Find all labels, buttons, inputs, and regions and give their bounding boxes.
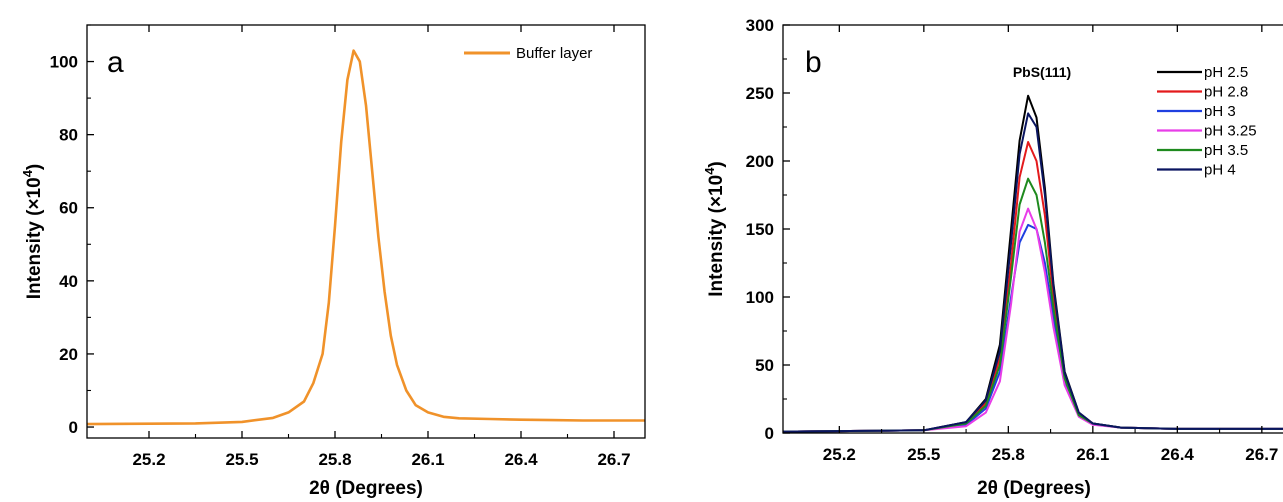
panel-b-x-tick-label: 26.7	[1245, 445, 1278, 464]
panel-b-y-tick-label: 100	[746, 288, 774, 307]
panel-b-series-line-2	[783, 223, 1283, 433]
panel-b-legend-label-5: pH 4	[1204, 162, 1236, 179]
panel-b-x-tick-label: 25.8	[992, 445, 1025, 464]
panel-a-x-tick-label: 25.2	[132, 450, 165, 469]
panel-b-y-tick-label: 150	[746, 220, 774, 239]
panel-a-x-tick-label: 26.7	[597, 450, 630, 469]
panel-b-letter: b	[805, 46, 822, 79]
panel-a-y-tick-label: 60	[59, 199, 78, 218]
panel-b-series-line-5	[783, 112, 1283, 433]
panel-b-series-line-4	[783, 177, 1283, 433]
panel-b-x-tick-label: 25.5	[907, 445, 940, 464]
panel-b-x-tick-label: 25.2	[823, 445, 856, 464]
panel-b-y-tick-label: 0	[765, 424, 774, 443]
panel-a-y-tick-label: 100	[50, 53, 78, 72]
panel-a-x-tick-label: 26.1	[411, 450, 444, 469]
panel-a-letter: a	[107, 46, 124, 79]
panel-a-plot-frame	[86, 24, 646, 439]
panel-b-x-tick-label: 26.1	[1076, 445, 1109, 464]
panel-a-chart: 25.2 25.5 25.8 26.1 26.4 26.7 0 20 40 60 80 100 2θ (…	[20, 24, 646, 499]
panel-a-y-tick-label: 40	[59, 272, 78, 291]
panel-b-y-axis-title: Intensity (×104)	[702, 161, 727, 297]
panel-a-x-tick-label: 26.4	[504, 450, 538, 469]
panel-a-y-tick-label: 20	[59, 345, 78, 364]
panel-b-chart: 25.2 25.5 25.8 26.1 26.4 26.7 0 50 100 150 200 250 3…	[702, 16, 1283, 499]
panel-a-x-tick-label: 25.5	[225, 450, 258, 469]
panel-b-legend-label-2: pH 3	[1204, 103, 1236, 120]
panel-b-y-tick-label: 50	[755, 356, 774, 375]
panel-b-x-axis-title: 2θ (Degrees)	[977, 478, 1091, 499]
panel-b-legend-label-0: pH 2.5	[1204, 64, 1248, 81]
panel-b-y-tick-label: 250	[746, 84, 774, 103]
panel-b-x-tick-label: 26.4	[1161, 445, 1195, 464]
panel-b-legend-label-3: pH 3.25	[1204, 123, 1257, 140]
panel-a-x-tick-label: 25.8	[318, 450, 351, 469]
panel-b-series-line-1	[783, 141, 1283, 433]
panel-b-y-tick-label: 200	[746, 152, 774, 171]
panel-a-y-tick-label: 0	[69, 418, 78, 437]
panel-b-y-tick-label: 300	[746, 16, 774, 35]
panel-b-legend-label-4: pH 3.5	[1204, 142, 1248, 159]
panel-a-legend-label-0: Buffer layer	[516, 45, 592, 62]
panel-a-y-tick-label: 80	[59, 126, 78, 145]
panel-a-x-axis-title: 2θ (Degrees)	[309, 478, 423, 499]
panel-a-series-line-0	[87, 49, 645, 426]
panel-b-peak-annotation: PbS(111)	[1013, 64, 1071, 80]
panel-b-series-line-3	[783, 207, 1283, 433]
panel-a-y-axis-title: Intensity (×104)	[20, 164, 45, 300]
panel-b-legend-label-1: pH 2.8	[1204, 84, 1248, 101]
